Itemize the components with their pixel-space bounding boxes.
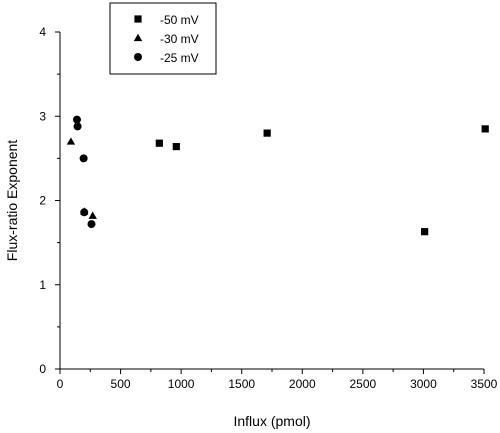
x-tick-label: 2500 — [350, 377, 377, 391]
y-tick-label: 4 — [39, 25, 46, 39]
data-point-square — [481, 125, 489, 133]
y-axis-label: Flux-ratio Exponent — [4, 140, 20, 262]
data-point-square — [263, 129, 271, 137]
y-tick-label: 0 — [39, 362, 46, 376]
legend-label: -30 mV — [160, 32, 199, 46]
x-tick-label: 3000 — [410, 377, 437, 391]
data-points — [66, 115, 489, 236]
data-point-circle — [72, 115, 81, 124]
x-axis-label: Influx (pmol) — [233, 413, 310, 429]
x-tick-label: 1000 — [168, 377, 195, 391]
x-tick-label: 2000 — [289, 377, 316, 391]
x-ticks: 0 500 1000 1500 2000 2500 3000 3500 — [57, 369, 498, 391]
data-point-triangle — [88, 211, 97, 219]
data-point-triangle — [66, 137, 76, 145]
legend-marker-circle — [134, 53, 142, 61]
x-tick-label: 3500 — [471, 377, 498, 391]
data-point-circle — [80, 208, 89, 217]
data-point-square — [155, 139, 163, 147]
data-point-square — [172, 142, 180, 151]
legend-label: -50 mV — [160, 13, 199, 27]
legend-marker-triangle — [133, 33, 143, 42]
legend-box — [109, 2, 217, 75]
x-tick-label: 1500 — [228, 377, 255, 391]
data-point-square — [421, 228, 429, 236]
y-tick-label: 3 — [39, 109, 46, 123]
y-tick-label: 1 — [39, 278, 46, 292]
legend: -50 mV -30 mV -25 mV — [109, 2, 217, 75]
x-tick-label: 500 — [111, 377, 131, 391]
data-point-circle — [73, 122, 82, 131]
data-point-circle — [87, 220, 96, 229]
y-tick-label: 2 — [39, 194, 46, 208]
legend-marker-square — [134, 15, 142, 23]
data-point-circle — [79, 154, 88, 163]
legend-label: -25 mV — [160, 51, 199, 65]
y-ticks: 0 1 2 3 4 — [39, 25, 60, 376]
axes — [59, 32, 484, 370]
x-tick-label: 0 — [57, 377, 64, 391]
